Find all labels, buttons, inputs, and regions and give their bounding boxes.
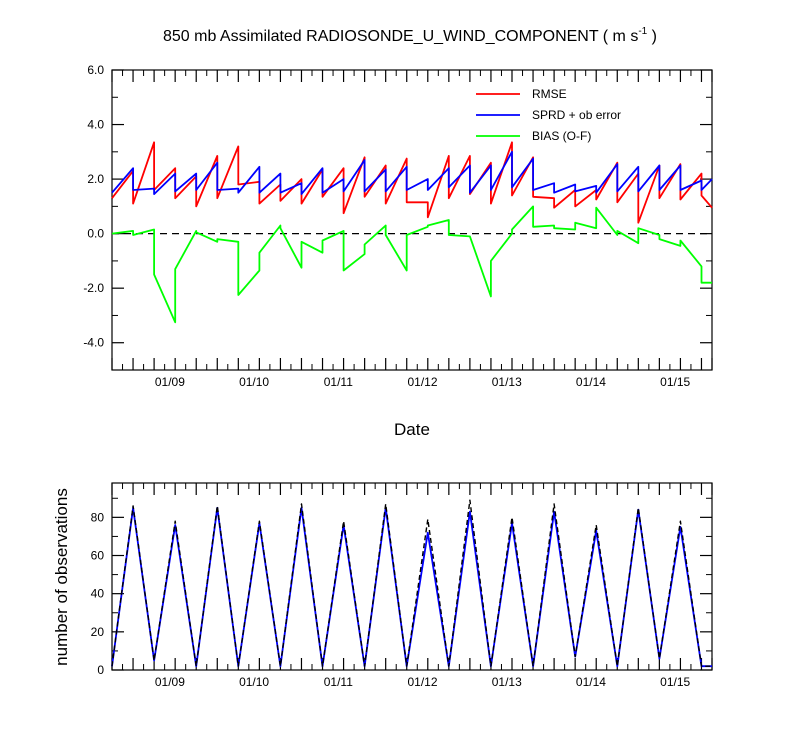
top-x-tick-label: 01/13	[492, 375, 522, 389]
top-y-tick-label: 2.0	[87, 172, 104, 186]
bottom-x-tick-label: 01/10	[239, 675, 269, 689]
top-x-tick-label: 01/10	[239, 375, 269, 389]
legend: RMSE SPRD + ob error BIAS (O-F)	[476, 87, 621, 143]
top-y-tick-label: -2.0	[83, 281, 104, 295]
top-y-tick-label: 4.0	[87, 118, 104, 132]
top-series-bias-o-f	[111, 205, 712, 324]
bottom-y-tick-label: 40	[91, 587, 105, 601]
top-frame	[111, 69, 713, 371]
bottom-y-tick-label: 80	[91, 510, 105, 524]
chart-title: 850 mb Assimilated RADIOSONDE_U_WIND_COM…	[163, 26, 657, 45]
bottom-x-tick-label: 01/13	[492, 675, 522, 689]
top-x-tick-label: 01/14	[576, 375, 606, 389]
top-x-tick-label: 01/12	[408, 375, 438, 389]
top-y-tick-label: -4.0	[83, 336, 104, 350]
top-y-tick-label: 0.0	[87, 227, 104, 241]
top-x-tick-label: 01/11	[324, 375, 353, 389]
chart-title-suffix: )	[647, 28, 657, 45]
bottom-x-tick-label: 01/14	[576, 675, 606, 689]
bottom-series-used-observations	[111, 506, 712, 668]
legend-label: BIAS (O-F)	[532, 129, 591, 143]
top-plot: 01/09 01/10 01/11 01/12 01/13 01/14 01/15 -4.0 -…	[83, 63, 713, 389]
legend-label: SPRD + ob error	[532, 108, 621, 122]
bottom-x-tick-label: 01/11	[324, 675, 353, 689]
legend-label: RMSE	[532, 87, 567, 101]
top-x-axis-title: Date	[394, 420, 430, 439]
bottom-x-tick-label: 01/15	[660, 675, 690, 689]
chart-title-superscript: -1	[638, 26, 647, 37]
bottom-frame	[111, 482, 713, 671]
top-x-tick-label: 01/09	[155, 375, 185, 389]
bottom-y-axis-title: number of observations	[52, 488, 71, 666]
chart-title-main: 850 mb Assimilated RADIOSONDE_U_WIND_COM…	[163, 28, 638, 45]
bottom-plot: 01/09 01/10 01/11 01/12 01/13 01/14 01/15 0 20 40…	[91, 482, 713, 689]
bottom-y-tick-label: 0	[97, 663, 104, 677]
bottom-x-tick-label: 01/09	[155, 675, 185, 689]
top-y-tick-label: 6.0	[87, 63, 104, 77]
bottom-y-tick-label: 60	[91, 549, 105, 563]
top-series-sprd-ob-error	[111, 150, 713, 196]
bottom-x-tick-label: 01/12	[408, 675, 438, 689]
bottom-y-tick-label: 20	[91, 625, 105, 639]
top-x-tick-label: 01/15	[660, 375, 690, 389]
bottom-series-total-observations	[111, 499, 712, 667]
